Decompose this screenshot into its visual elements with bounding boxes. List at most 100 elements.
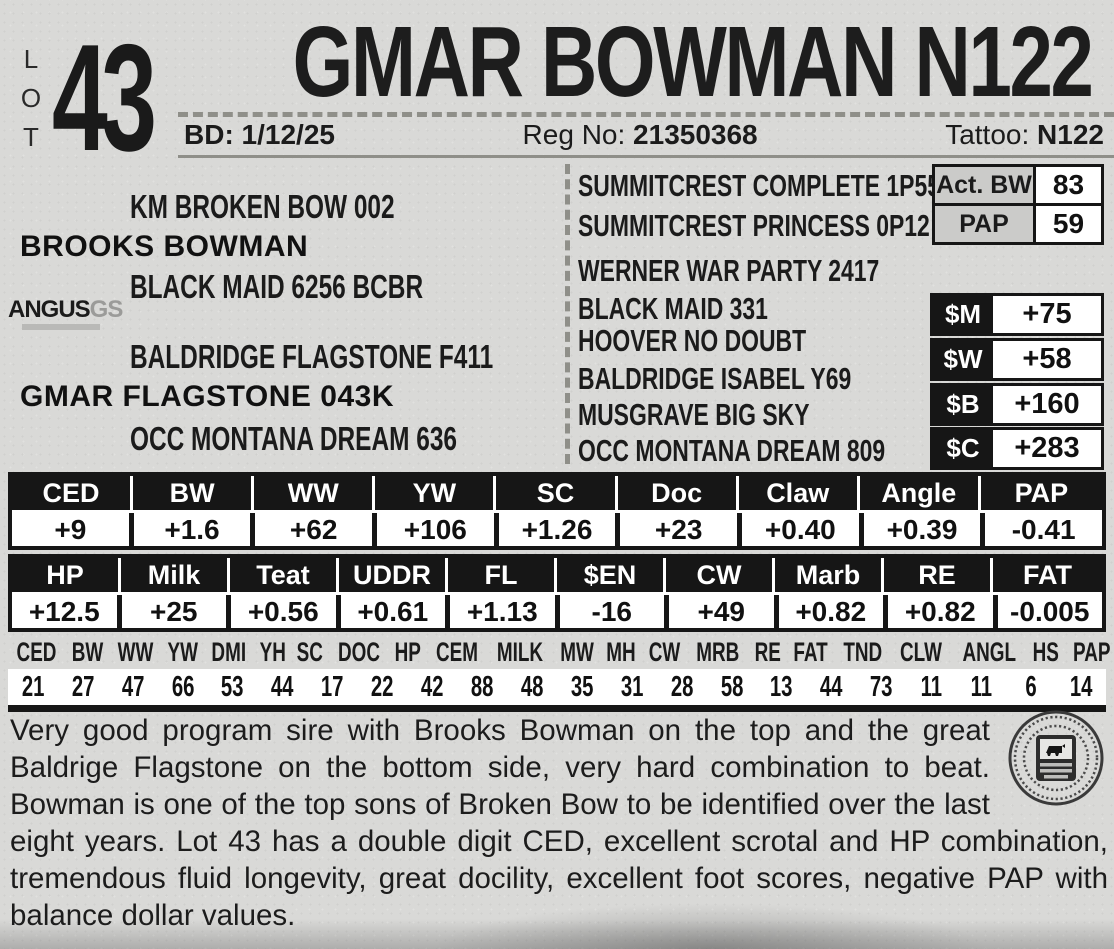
birth-date: BD: 1/12/25 [184,119,335,151]
sire-name: BROOKS BOWMAN [20,230,309,263]
epd1-val-bw: +1.6 [133,513,251,546]
title-divider [178,112,1114,117]
dollar-m-value: +75 [993,296,1101,333]
epd2-val-milk: +25 [121,595,226,628]
epd2-col-re: RE [884,558,993,592]
epd1-val-pap: -0.41 [985,513,1102,546]
epd1-val-doc: +23 [620,513,737,546]
ancestor-8: OCC MONTANA DREAM 809 [578,433,886,468]
epd2-col-cw: CW [666,558,775,592]
epd-table-2: HP Milk Teat UDDR FL $EN CW Marb RE FAT … [8,554,1106,632]
lot-description: Very good program sire with Brooks Bowma… [10,710,1108,934]
epd2-col-milk: Milk [121,558,230,592]
epd1-col-bw: BW [133,476,255,510]
epd-table-1: CED BW WW YW SC Doc Claw Angle PAP +9 +1… [8,472,1106,550]
dam-name: GMAR FLAGSTONE 043K [20,380,394,413]
tattoo-value: N122 [1037,119,1104,150]
pap-label: PAP [935,206,1036,242]
scan-shadow-edge [0,919,1114,949]
percentile-table: CED BW WW YW DMI YH SC DOC HP CEM MILK M… [8,636,1111,712]
angus-logo-gs: GS [89,296,124,323]
epd1-col-claw: Claw [739,476,860,510]
epd1-val-ced: +9 [12,513,129,546]
tattoo: Tattoo: N122 [945,119,1104,151]
dollar-w-value: +58 [993,341,1101,378]
dollar-w-label: $W [933,341,993,378]
lot-number: 43 [52,13,157,183]
animal-info-row: BD: 1/12/25 Reg No: 21350368 Tattoo: N12… [184,119,1104,151]
epd2-val-uddr: +0.61 [340,595,445,628]
page-title-text: GMAR BOWMAN N122 [292,6,1094,118]
act-bw-value: 83 [1036,167,1101,203]
birth-date-value: 1/12/25 [241,119,335,150]
pedigree-section: KM BROKEN BOW 002 BROOKS BOWMAN BLACK MA… [0,160,1114,470]
epd1-val-yw: +106 [376,513,494,546]
dollar-c-value: +283 [993,430,1101,467]
act-bw-pap-table: Act. BW 83 PAP 59 [932,164,1104,245]
percentile-header: CED BW WW YW DMI YH SC DOC HP CEM MILK M… [16,637,1111,667]
dollar-c-label: $C [933,430,993,467]
registration-seal-icon [1008,710,1104,806]
reg-no-value: 21350368 [633,119,758,150]
epd2-col-fat: FAT [1023,559,1072,590]
ancestor-2: SUMMITCREST PRINCESS 0P12 [578,208,930,243]
epd2-val-fat: -0.005 [997,595,1102,628]
act-bw-label: Act. BW [935,167,1036,203]
ancestor-1: SUMMITCREST COMPLETE 1P55 [578,168,940,203]
angus-logo-text: ANGUS [8,296,91,323]
epd1-val-angle: +0.39 [863,513,981,546]
epd1-col-ced: CED [12,476,134,510]
epd1-col-ww: WW [254,476,376,510]
dollar-b-value: +160 [993,386,1101,423]
dam-grandsire: BALDRIDGE FLAGSTONE F411 [130,338,494,375]
epd-table-2-values: +12.5 +25 +0.56 +0.61 +1.13 -16 +49 +0.8… [12,592,1102,628]
epd2-col-marb: Marb [775,558,884,592]
reg-no: Reg No: 21350368 [523,119,758,151]
dollar-b-label: $B [933,386,993,423]
epd1-col-yw: YW [375,476,497,510]
percentile-values: 21 27 47 66 53 44 17 22 42 88 48 35 31 2… [8,669,1106,705]
epd2-val-teat: +0.56 [231,595,336,628]
epd1-col-pap: PAP [1014,477,1069,508]
sire-granddam: BLACK MAID 6256 BCBR [130,268,424,305]
epd1-col-angle: Angle [860,476,981,510]
epd2-col-hp: HP [12,558,121,592]
ancestor-3: WERNER WAR PARTY 2417 [578,253,880,288]
birth-date-label: BD: [184,119,234,150]
angus-logo-tagline [22,324,100,330]
epd2-col-fl: FL [448,558,557,592]
dam-granddam: OCC MONTANA DREAM 636 [130,420,457,457]
ancestor-6: BALDRIDGE ISABEL Y69 [578,361,852,396]
dollar-b-row: $B +160 [930,383,1104,426]
epd2-col-teat: Teat [230,558,339,592]
reg-no-label: Reg No: [522,119,626,150]
info-divider [178,155,1114,158]
pap-row: PAP 59 [935,203,1101,242]
epd2-val-cw: +49 [669,595,774,628]
dollar-w-row: $W +58 [930,338,1104,381]
epd2-val-re: +0.82 [888,595,993,628]
sire-grandsire: KM BROKEN BOW 002 [130,188,395,225]
epd1-val-ww: +62 [255,513,372,546]
dollar-m-row: $M +75 [930,293,1104,336]
epd2-val-marb: +0.82 [778,595,883,628]
epd-table-2-header: HP Milk Teat UDDR FL $EN CW Marb RE FAT [12,558,1102,592]
lot-label: LOT [16,44,46,161]
pedigree-divider [565,164,570,464]
angus-gs-logo: ANGUSGS [8,296,123,330]
epd1-col-sc: SC [496,476,618,510]
lot-description-text: Very good program sire with Brooks Bowma… [10,714,1108,932]
pap-value: 59 [1036,206,1101,242]
ancestor-5: HOOVER NO DOUBT [578,323,807,358]
epd1-val-sc: +1.26 [498,513,616,546]
epd2-val-hp: +12.5 [12,595,117,628]
act-bw-row: Act. BW 83 [935,167,1101,203]
ancestor-4: BLACK MAID 331 [578,291,768,326]
dollar-c-row: $C +283 [930,427,1104,470]
epd2-col-uddr: UDDR [339,558,448,592]
epd-table-1-header: CED BW WW YW SC Doc Claw Angle PAP [12,476,1102,510]
scan-shadow [430,903,990,949]
tattoo-label: Tattoo: [945,119,1030,150]
epd1-val-claw: +0.40 [741,513,859,546]
